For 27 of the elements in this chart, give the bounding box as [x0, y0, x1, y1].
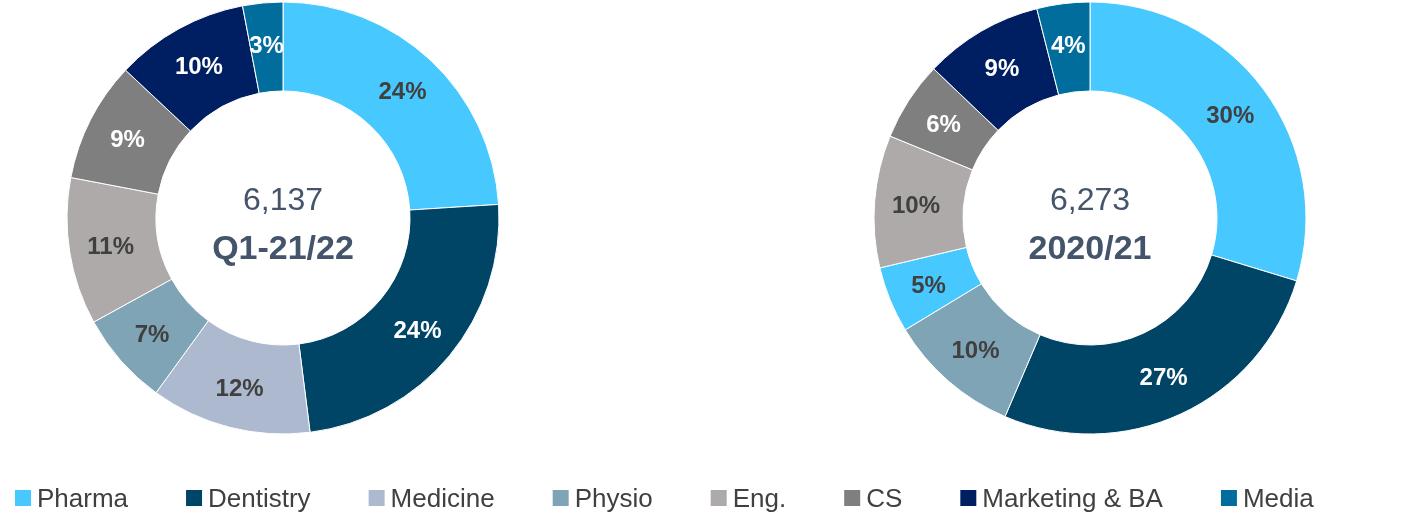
data-label: 24%	[378, 77, 427, 105]
data-label: 4%	[1051, 31, 1086, 59]
data-label: 7%	[134, 319, 170, 347]
data-label: 10%	[174, 51, 223, 79]
data-label: 5%	[911, 270, 946, 298]
data-label: 24%	[393, 315, 442, 343]
text: 2020/21	[1028, 228, 1152, 266]
legend-label: Physio	[574, 483, 653, 513]
legend-label: Dentistry	[208, 483, 311, 513]
legend-label: Medicine	[390, 483, 495, 513]
data-label: 30%	[1206, 100, 1255, 128]
data-label: 10%	[951, 336, 1000, 364]
legend-label: CS	[866, 483, 903, 513]
data-label: 11%	[87, 231, 135, 259]
data-label: 6%	[926, 109, 961, 137]
text: 6,273	[1049, 181, 1131, 217]
text: 6,137	[242, 181, 324, 217]
data-label: 12%	[215, 373, 264, 401]
legend-label: Marketing & BA	[982, 483, 1164, 513]
data-label: 9%	[110, 125, 145, 153]
data-label: 9%	[984, 53, 1020, 81]
legend-label: Media	[1242, 483, 1315, 513]
legend-label: Eng.	[732, 483, 787, 513]
text: Q1-21/22	[212, 228, 354, 266]
legend-label: Pharma	[37, 483, 129, 513]
data-label: 27%	[1139, 362, 1188, 390]
data-label: 10%	[892, 190, 941, 218]
